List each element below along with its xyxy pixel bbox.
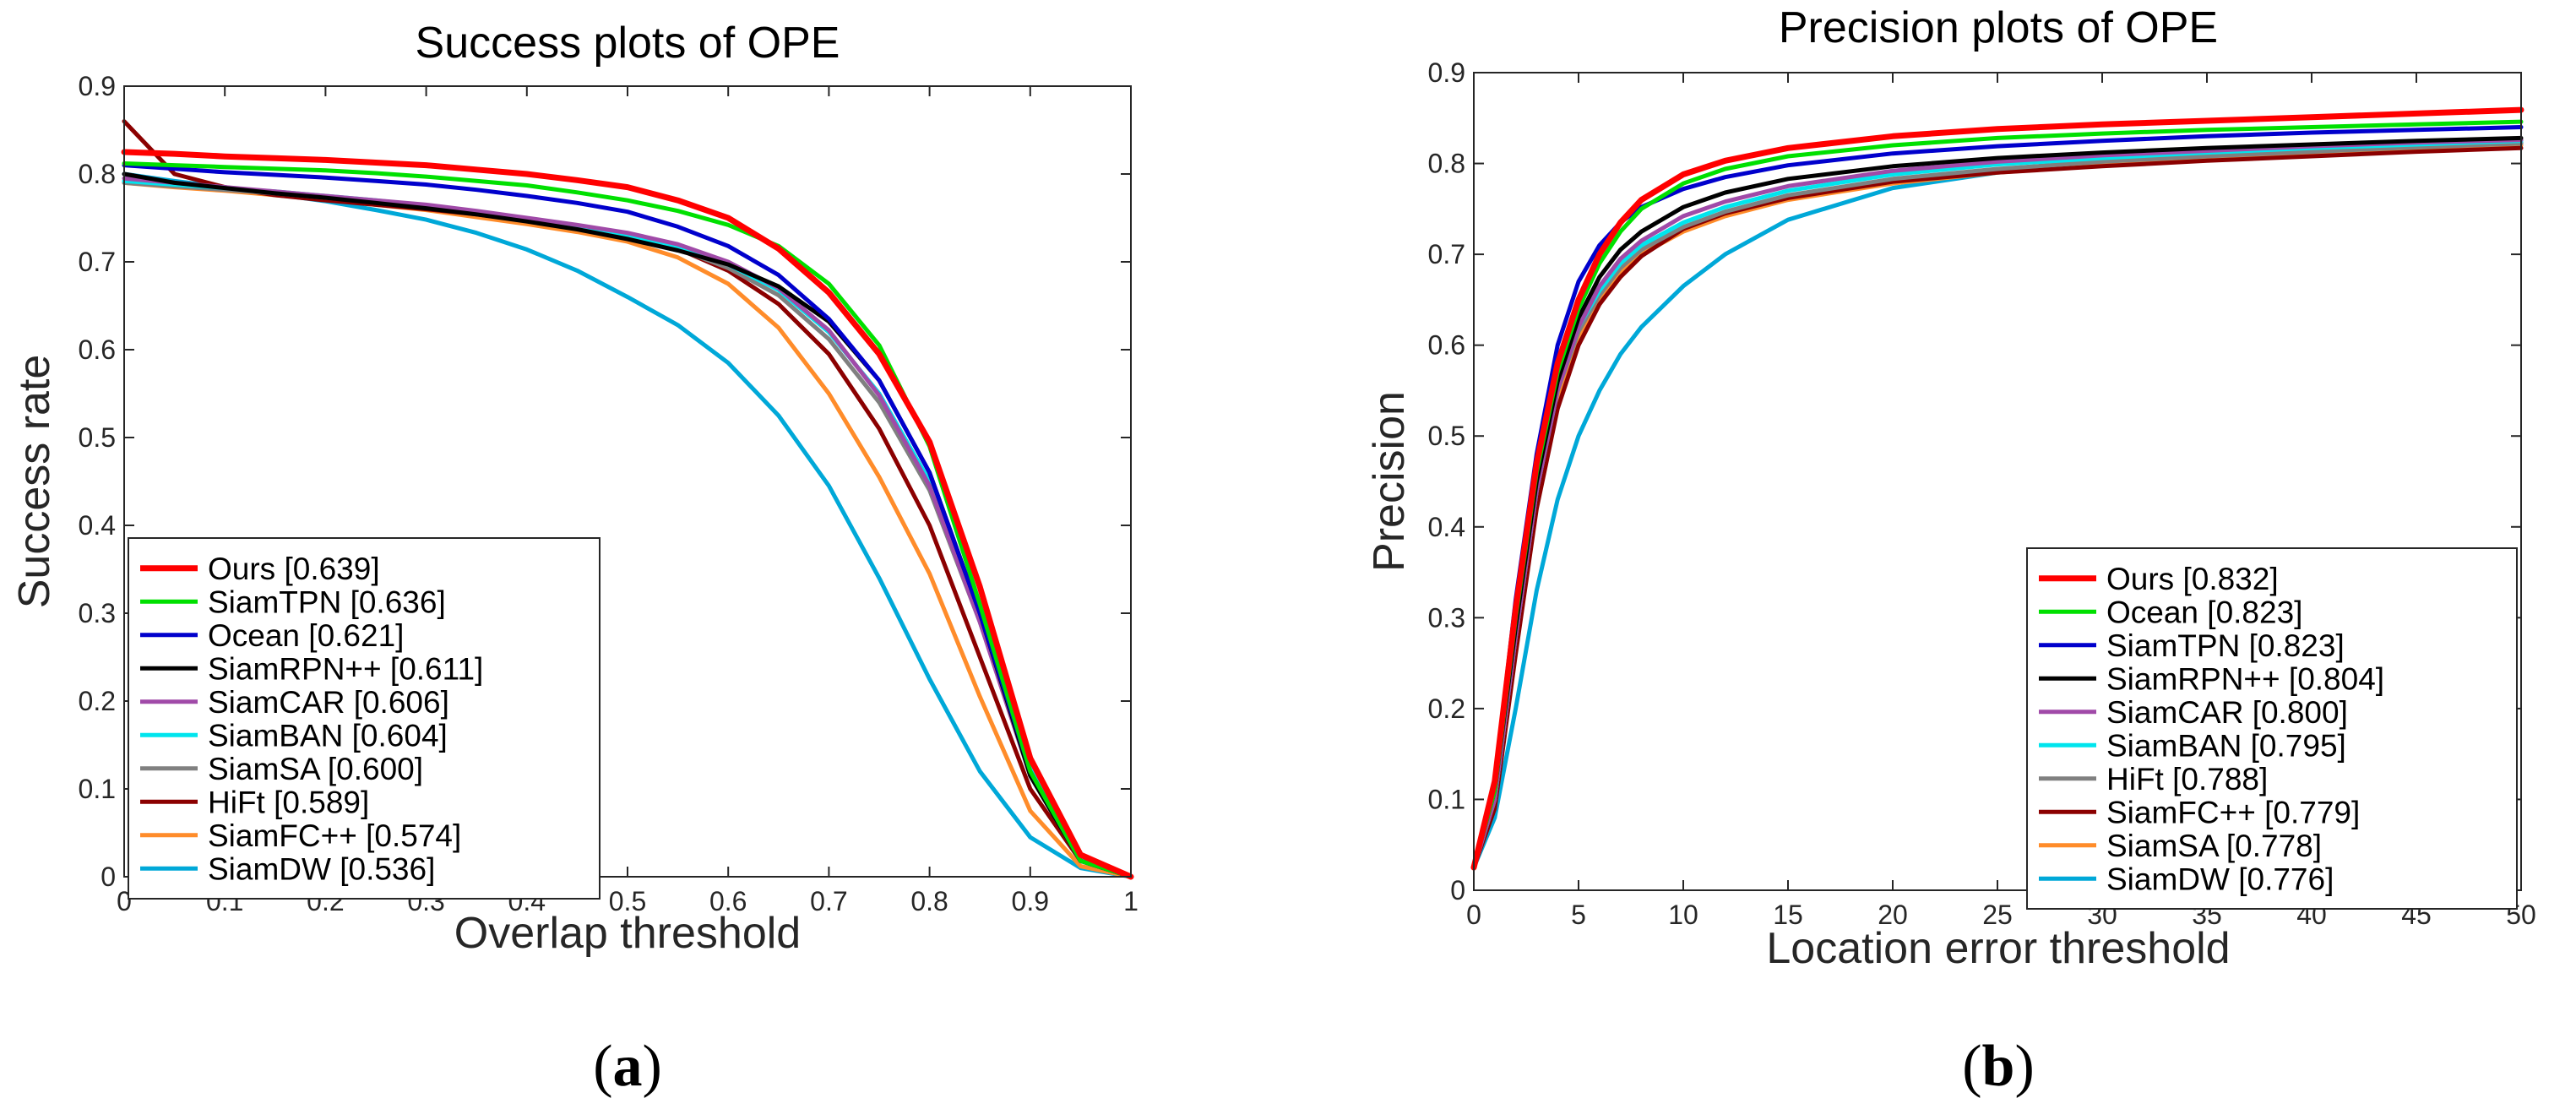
precision-x-tick-label: 25 [1982,900,2013,930]
success-y-tick-label: 0.4 [79,510,116,541]
precision-x-axis-label: Location error threshold [1766,924,2230,973]
precision-legend-box [2026,547,2518,910]
success-legend-box [128,537,601,900]
success-legend-entry: HiFt [0.589] [208,785,369,819]
success-legend: Ours [0.639]SiamTPN [0.636]Ocean [0.621]… [128,537,601,900]
success-y-tick-label: 0.8 [79,159,116,189]
precision-legend-entry: SiamRPN++ [0.804] [2106,661,2384,696]
success-y-tick-label: 0.1 [79,774,116,804]
success-legend-entry: Ours [0.639] [208,552,380,586]
precision-legend-entry: SiamBAN [0.795] [2106,728,2346,763]
success-legend-entry: Ocean [0.621] [208,618,404,653]
precision-y-tick-label: 0.2 [1428,693,1465,724]
precision-y-tick-label: 0.5 [1428,421,1465,451]
subfigure-label-b: (b) [1962,1034,2035,1099]
subfigure-label-a: (a) [593,1034,662,1099]
success-y-tick-label: 0.3 [79,598,116,628]
precision-y-tick-label: 0.8 [1428,149,1465,179]
success-axis-ticks: 0 0.1 0.2 0.3 0.4 0.5 0.6 0.7 0.8 0.9 100.10.20.30… [79,71,1139,916]
precision-y-tick-label: 0.7 [1428,239,1465,269]
precision-legend-entry: Ours [0.832] [2106,562,2279,596]
precision-legend-entry: HiFt [0.788] [2106,762,2268,797]
success-curve-1 [121,149,1134,880]
success-x-tick-label: 0.8 [910,886,948,916]
success-y-tick-label: 0.6 [79,334,116,365]
success-plot-title: Success plots of OPE [416,19,840,68]
precision-curves [1470,106,2524,871]
precision-legend-entry: SiamTPN [0.823] [2106,628,2345,663]
precision-x-tick-label: 10 [1668,900,1698,930]
precision-plot-panel: Precision plots of OPE 0 5 10 15 20 25 30 35 40 4… [1365,3,2536,1099]
precision-x-tick-label: 15 [1773,900,1803,930]
success-curve-2 [122,161,1133,879]
success-y-tick-label: 0.2 [79,686,116,716]
success-curves [121,119,1134,880]
success-y-tick-label: 0.7 [79,247,116,277]
success-y-tick-label: 0.5 [79,422,116,453]
success-y-tick-label: 0 [101,862,116,892]
success-x-tick-label: 0.7 [810,886,847,916]
precision-x-tick-label: 20 [1878,900,1908,930]
precision-y-tick-label: 0.4 [1428,512,1465,542]
precision-legend-entry: SiamSA [0.778] [2106,829,2322,863]
precision-legend-entry: SiamCAR [0.800] [2106,695,2348,730]
precision-y-tick-label: 0.9 [1428,57,1465,88]
precision-plot-title: Precision plots of OPE [1779,3,2218,52]
success-y-tick-label: 0.9 [79,71,116,101]
success-legend-entry: SiamDW [0.536] [208,851,435,886]
precision-y-tick-label: 0.6 [1428,330,1465,361]
success-x-tick-label: 0.6 [709,886,747,916]
success-legend-entry: SiamFC++ [0.574] [208,818,461,853]
success-y-axis-label: Success rate [10,355,59,609]
precision-legend-entry: SiamDW [0.776] [2106,862,2334,896]
precision-curve-1 [1470,106,2524,871]
precision-y-tick-label: 0 [1450,875,1465,905]
success-curve-3 [122,163,1133,879]
precision-legend-entry: SiamFC++ [0.779] [2106,795,2360,829]
success-legend-entry: SiamSA [0.600] [208,752,423,786]
success-legend-entry: SiamBAN [0.604] [208,718,448,753]
success-legend-entry: SiamCAR [0.606] [208,685,449,720]
success-plot-frame [123,85,1132,878]
precision-legend: Ours [0.832]Ocean [0.823]SiamTPN [0.823]… [2026,547,2518,910]
success-x-tick-label: 1 [1123,886,1139,916]
precision-y-tick-label: 0.3 [1428,602,1465,633]
precision-x-tick-label: 5 [1571,900,1586,930]
success-plot-panel: Success plots of OPE 0 0.1 0.2 0.3 0.4 0.5 0.6… [10,19,1139,1099]
precision-legend-entry: Ocean [0.823] [2106,595,2302,629]
success-legend-entry: SiamTPN [0.636] [208,584,446,619]
success-x-tick-label: 0.9 [1012,886,1049,916]
success-legend-entry: SiamRPN++ [0.611] [208,651,483,686]
success-x-axis-label: Overlap threshold [454,909,801,958]
success-x-tick-label: 0.5 [609,886,646,916]
precision-x-tick-label: 0 [1466,900,1481,930]
precision-y-tick-label: 0.1 [1428,784,1465,814]
precision-plot-frame [1473,72,2522,891]
precision-y-axis-label: Precision [1365,391,1414,572]
